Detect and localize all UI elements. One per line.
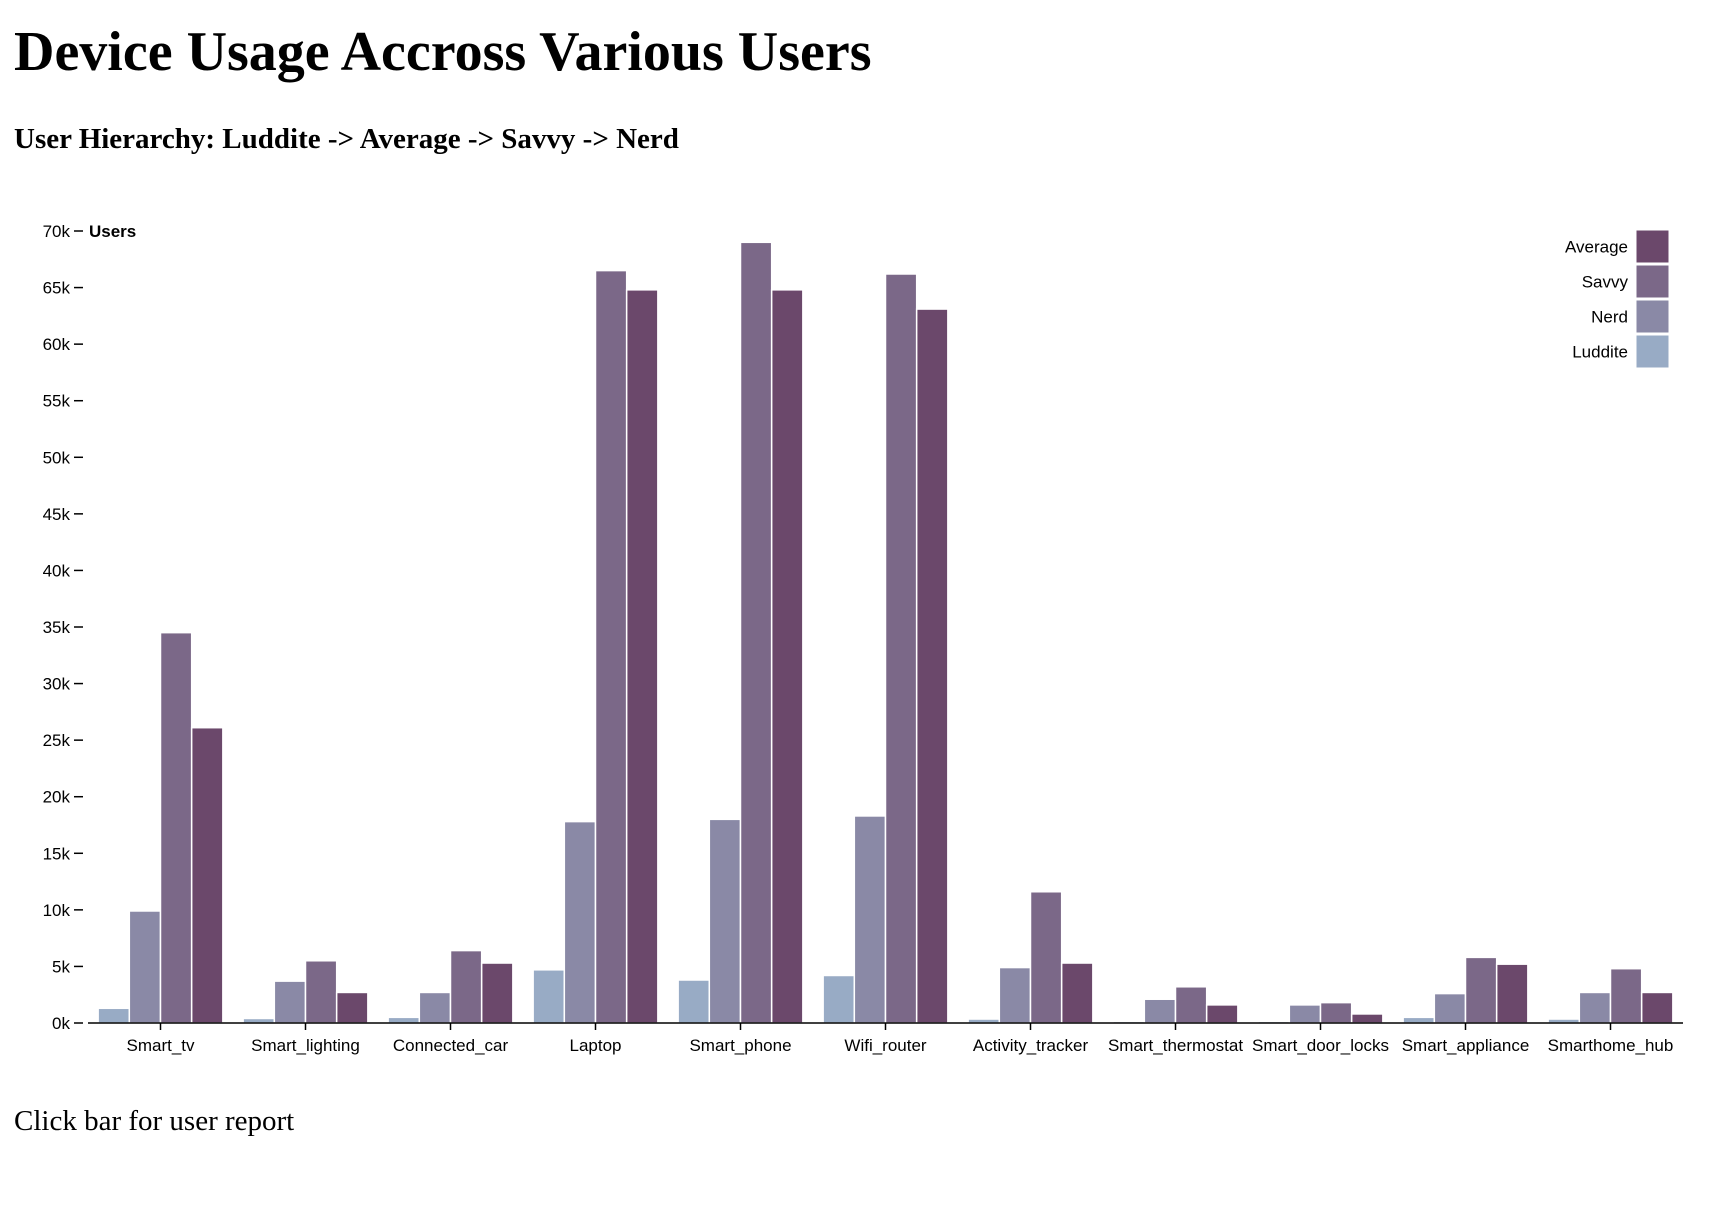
legend-label-savvy: Savvy	[1582, 273, 1629, 292]
y-tick-label: 60k	[43, 335, 71, 354]
bar-smart-door-locks-savvy[interactable]	[1319, 1001, 1353, 1024]
x-tick-label-laptop: Laptop	[570, 1036, 622, 1055]
x-axis: Smart_tv Smart_lighting Connected_car Lapto…	[88, 1022, 1683, 1055]
bar-group-smart-phone	[677, 241, 804, 1024]
y-tick-label: 65k	[43, 279, 71, 298]
y-axis-label: Users	[89, 222, 136, 241]
bar-smart-tv-luddite[interactable]	[97, 1007, 131, 1024]
bar-activity-tracker-nerd[interactable]	[998, 966, 1032, 1024]
legend-swatch-savvy	[1635, 264, 1670, 299]
bar-group-smart-appliance	[1402, 956, 1529, 1024]
bar-laptop-average[interactable]	[625, 289, 659, 1024]
legend-item-nerd: Nerd	[1591, 299, 1670, 334]
bar-smart-tv-savvy[interactable]	[159, 631, 193, 1024]
y-tick-label: 25k	[43, 731, 71, 750]
legend-swatch-nerd	[1635, 299, 1670, 334]
legend-swatch-average	[1635, 229, 1670, 264]
bar-group-connected-car	[387, 949, 514, 1024]
y-tick-label: 35k	[43, 618, 71, 637]
bar-connected-car-luddite[interactable]	[387, 1016, 421, 1024]
bar-smart-appliance-luddite[interactable]	[1402, 1016, 1436, 1024]
bar-smarthome-hub-savvy[interactable]	[1609, 967, 1643, 1024]
bar-smart-thermostat-average[interactable]	[1205, 1004, 1239, 1024]
y-tick-label: 20k	[43, 788, 71, 807]
bar-smart-thermostat-nerd[interactable]	[1143, 998, 1177, 1024]
bar-group-smart-lighting	[242, 960, 369, 1024]
bar-group-activity-tracker	[967, 891, 1094, 1024]
bar-group-smart-thermostat	[1112, 986, 1239, 1024]
bar-smart-phone-nerd[interactable]	[708, 818, 742, 1024]
legend-label-nerd: Nerd	[1591, 308, 1628, 327]
bar-smart-phone-savvy[interactable]	[739, 241, 773, 1024]
bar-group-wifi-router	[822, 273, 949, 1024]
bar-group-smart-door-locks	[1257, 1001, 1384, 1024]
y-tick-label: 50k	[43, 448, 71, 467]
x-tick-label-smart-tv: Smart_tv	[126, 1036, 195, 1055]
page-title: Device Usage Accross Various Users	[14, 21, 872, 83]
bar-laptop-nerd[interactable]	[563, 820, 597, 1024]
bar-wifi-router-average[interactable]	[915, 308, 949, 1024]
page-subtitle: User Hierarchy: Luddite -> Average -> Sa…	[14, 123, 679, 155]
bar-laptop-savvy[interactable]	[594, 269, 628, 1024]
y-tick-label: 10k	[43, 901, 71, 920]
x-tick-label-smart-appliance: Smart_appliance	[1402, 1036, 1530, 1055]
x-tick-label-smart-thermostat: Smart_thermostat	[1108, 1036, 1243, 1055]
bar-laptop-luddite[interactable]	[532, 969, 566, 1024]
bar-smart-phone-average[interactable]	[770, 289, 804, 1024]
bar-smart-lighting-average[interactable]	[335, 991, 369, 1024]
legend-label-average: Average	[1565, 238, 1628, 257]
bar-connected-car-average[interactable]	[480, 962, 514, 1024]
y-tick-label: 40k	[43, 561, 71, 580]
bar-wifi-router-luddite[interactable]	[822, 974, 856, 1024]
legend-item-luddite: Luddite	[1572, 334, 1670, 369]
bar-smarthome-hub-average[interactable]	[1640, 991, 1674, 1024]
bar-activity-tracker-savvy[interactable]	[1029, 891, 1063, 1024]
y-tick-label: 70k	[43, 222, 71, 241]
bar-smart-door-locks-average[interactable]	[1350, 1013, 1384, 1024]
bar-connected-car-nerd[interactable]	[418, 991, 452, 1024]
bar-group-smarthome-hub	[1547, 967, 1674, 1024]
y-tick-label: 30k	[43, 675, 71, 694]
legend: Average Savvy Nerd Luddite	[1565, 229, 1670, 369]
bar-group-laptop	[532, 269, 659, 1024]
x-tick-label-wifi-router: Wifi_router	[844, 1036, 927, 1055]
y-tick-label: 55k	[43, 392, 71, 411]
bar-smart-lighting-savvy[interactable]	[304, 960, 338, 1024]
y-tick-label: 45k	[43, 505, 71, 524]
x-tick-label-smart-phone: Smart_phone	[689, 1036, 791, 1055]
x-tick-label-smarthome-hub: Smarthome_hub	[1548, 1036, 1674, 1055]
bar-smarthome-hub-nerd[interactable]	[1578, 991, 1612, 1024]
bar-smart-tv-average[interactable]	[190, 726, 224, 1024]
bar-smart-door-locks-nerd[interactable]	[1288, 1004, 1322, 1024]
bar-smart-appliance-savvy[interactable]	[1464, 956, 1498, 1024]
legend-label-luddite: Luddite	[1572, 343, 1628, 362]
y-tick-label: 5k	[52, 957, 70, 976]
x-tick-label-connected-car: Connected_car	[393, 1036, 509, 1055]
footer-note: Click bar for user report	[14, 1105, 295, 1137]
bar-smart-tv-nerd[interactable]	[128, 910, 162, 1024]
bar-smart-appliance-nerd[interactable]	[1433, 992, 1467, 1024]
grouped-bar-chart: 0k 5k 10k 15k 20k 25k 30k 35k 40k 45k 50k 55k 60k 65k…	[43, 222, 1683, 1055]
bar-wifi-router-savvy[interactable]	[884, 273, 918, 1024]
bar-group-smart-tv	[97, 631, 224, 1024]
legend-item-savvy: Savvy	[1582, 264, 1670, 299]
bar-smart-phone-luddite[interactable]	[677, 979, 711, 1024]
bar-smart-thermostat-savvy[interactable]	[1174, 986, 1208, 1024]
y-tick-label: 0k	[52, 1014, 70, 1033]
y-tick-label: 15k	[43, 844, 71, 863]
bar-connected-car-savvy[interactable]	[449, 949, 483, 1024]
x-tick-label-smart-lighting: Smart_lighting	[251, 1036, 360, 1055]
bar-wifi-router-nerd[interactable]	[853, 815, 887, 1024]
bar-smart-appliance-average[interactable]	[1495, 963, 1529, 1024]
x-tick-label-smart-door-locks: Smart_door_locks	[1252, 1036, 1389, 1055]
bar-activity-tracker-average[interactable]	[1060, 962, 1094, 1024]
y-axis: 0k 5k 10k 15k 20k 25k 30k 35k 40k 45k 50k 55k 60k 65k…	[43, 222, 137, 1033]
legend-swatch-luddite	[1635, 334, 1670, 369]
bar-groups	[97, 241, 1674, 1024]
x-tick-label-activity-tracker: Activity_tracker	[973, 1036, 1089, 1055]
bar-smart-lighting-nerd[interactable]	[273, 980, 307, 1024]
legend-item-average: Average	[1565, 229, 1670, 264]
